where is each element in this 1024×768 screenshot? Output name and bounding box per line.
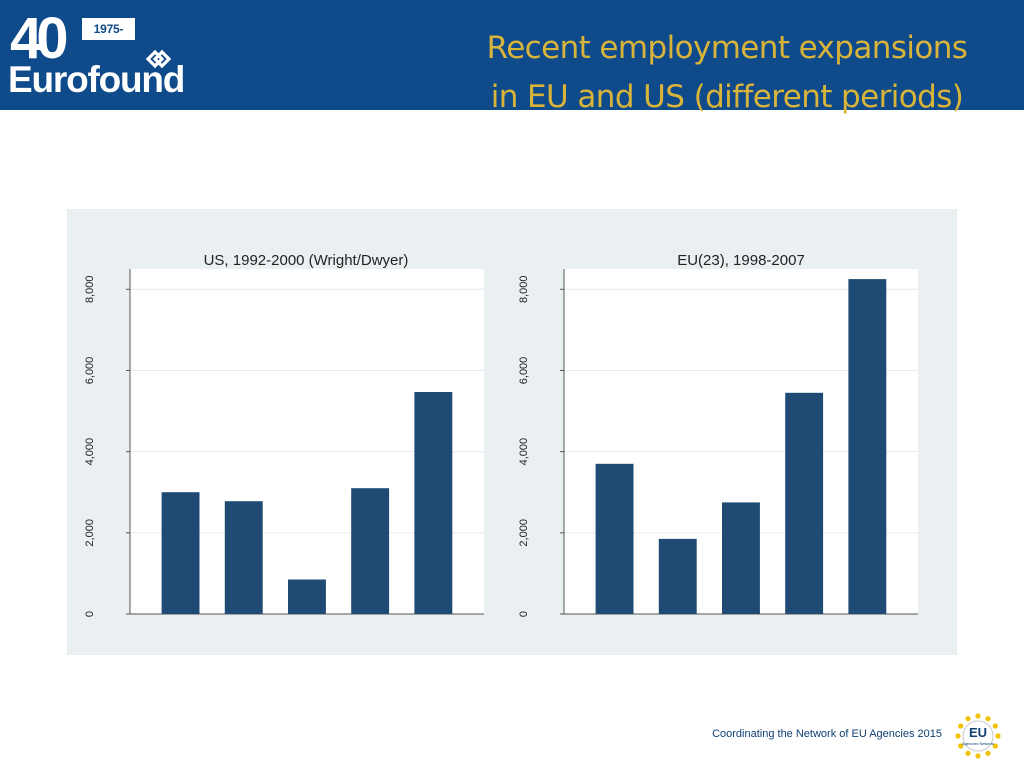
chart-panel: 0 2,000 4,000 6,000 8,000 US, 1992-2000 (Wrig… [67, 209, 957, 655]
badge-star-icon [955, 733, 961, 739]
chart-title: US, 1992-2000 (Wright/Dwyer) [204, 252, 409, 269]
bar-1 [595, 463, 634, 614]
bar-3 [288, 579, 326, 614]
chart-1: 0 2,000 4,000 6,000 8,000 US, 1992-2000 (Wrig… [84, 252, 484, 617]
y-tick-label: 2,000 [84, 519, 96, 547]
badge-star-icon [975, 753, 981, 759]
y-tick-label: 4,000 [84, 438, 96, 466]
badge-star-icon [995, 733, 1001, 739]
y-tick-label: 4,000 [518, 438, 530, 466]
logo-years: 1975-2015 [82, 18, 135, 58]
chart-title: EU(23), 1998-2007 [677, 252, 805, 269]
eurofound-mark-icon [145, 49, 172, 69]
badge-star-icon [958, 723, 964, 729]
bar-5 [848, 279, 887, 614]
header-bar: 40 1975-2015 Eurofound Recent employment… [0, 0, 1024, 115]
slide-title: Recent employment expansions in EU and U… [440, 24, 1014, 122]
badge-star-icon [992, 743, 998, 749]
charts-svg: 0 2,000 4,000 6,000 8,000 US, 1992-2000 (Wrig… [84, 252, 918, 617]
badge-label: EU [969, 725, 987, 740]
badge-star-icon [958, 743, 964, 749]
chart-2: 0 2,000 4,000 6,000 8,000 EU(23), 1998-2007 [518, 252, 918, 617]
bar-1 [161, 492, 200, 614]
slide-title-line-2: in EU and US (different periods) [490, 79, 964, 115]
badge-star-icon [992, 723, 998, 729]
slide-title-line-1: Recent employment expansions [486, 30, 968, 66]
y-tick-label: 0 [84, 611, 96, 617]
badge-star-icon [985, 716, 991, 722]
badge-star-icon [965, 750, 971, 756]
eurofound-40-logo-icon: 40 [10, 8, 72, 66]
bar-2 [224, 501, 263, 614]
logo-number: 40 [10, 8, 66, 66]
badge-sublabel: Agencies Network [962, 741, 994, 746]
y-tick-label: 0 [518, 611, 530, 617]
y-tick-label: 2,000 [518, 519, 530, 547]
badge-star-icon [965, 716, 971, 722]
y-tick-label: 8,000 [84, 276, 96, 304]
bar-4 [785, 392, 824, 614]
y-tick-label: 6,000 [518, 357, 530, 385]
bar-5 [414, 392, 453, 614]
eu-agencies-network-badge-icon: EU Agencies Network [955, 713, 1001, 759]
logo-name: Eurofound [8, 59, 185, 100]
badge-star-icon [985, 750, 991, 756]
footer-text: Coordinating the Network of EU Agencies … [712, 728, 942, 740]
badge-star-icon [975, 713, 981, 719]
y-tick-label: 6,000 [84, 357, 96, 385]
bar-2 [658, 538, 697, 614]
bar-3 [722, 502, 760, 614]
bar-4 [351, 488, 390, 614]
y-tick-label: 8,000 [518, 276, 530, 304]
